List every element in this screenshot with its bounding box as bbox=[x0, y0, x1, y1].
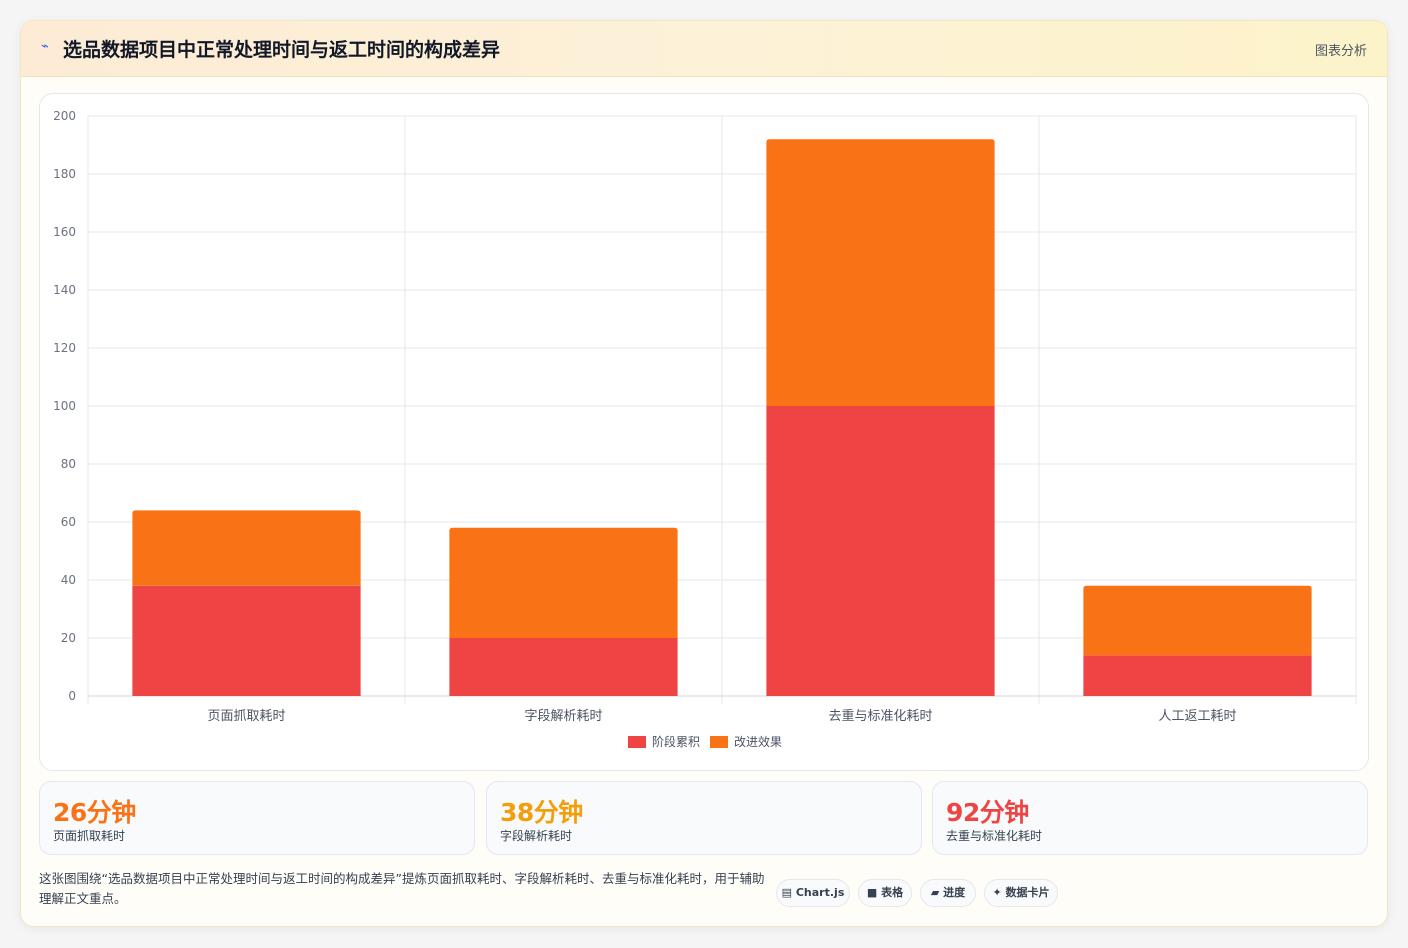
bar-segment bbox=[1083, 655, 1312, 696]
bar-segment bbox=[449, 527, 678, 638]
y-tick-label: 60 bbox=[61, 515, 76, 529]
chart-title: 选品数据项目中正常处理时间与返工时间的构成差异 bbox=[63, 39, 501, 61]
chart-icon: ▤ bbox=[781, 886, 793, 899]
stat-value: 38分钟 bbox=[500, 798, 583, 827]
legend-swatch bbox=[710, 736, 728, 748]
y-tick-label: 160 bbox=[53, 225, 76, 239]
stat-card-field-parse: 38分钟 字段解析耗时 bbox=[486, 781, 922, 855]
legend-label: 改进效果 bbox=[734, 734, 782, 749]
y-tick-label: 80 bbox=[61, 457, 76, 471]
stat-label: 页面抓取耗时 bbox=[53, 829, 126, 843]
chip-data-card[interactable]: ✦ 数据卡片 bbox=[984, 879, 1058, 907]
bar-segment bbox=[766, 139, 995, 406]
table-icon: ■ bbox=[866, 886, 878, 899]
y-tick-label: 120 bbox=[53, 341, 76, 355]
chip-label: Chart.js bbox=[795, 886, 845, 899]
bar-segment bbox=[766, 406, 995, 696]
chip-table[interactable]: ■ 表格 bbox=[858, 879, 912, 907]
stat-label: 字段解析耗时 bbox=[500, 829, 573, 843]
stacked-bar-chart: 0 20 40 60 80 100 120 140 160 180 200 页面抓取耗时 字段解析耗时 去… bbox=[53, 109, 1357, 749]
legend-swatch bbox=[628, 736, 646, 748]
sparkle-icon: ✦ bbox=[992, 886, 1002, 899]
chart-description: 这张图围绕“选品数据项目中正常处理时间与返工时间的构成差异”提炼页面抓取耗时、字… bbox=[39, 871, 765, 906]
chart-container: 0 20 40 60 80 100 120 140 160 180 200 页面抓取耗时 字段解析耗时 去… bbox=[39, 93, 1369, 771]
legend-label: 阶段累积 bbox=[652, 734, 700, 749]
stat-value: 92分钟 bbox=[946, 798, 1029, 827]
chip-chartjs[interactable]: ▤ Chart.js bbox=[776, 879, 850, 907]
bar-segment bbox=[449, 638, 678, 696]
card-header: ⌁ 选品数据项目中正常处理时间与返工时间的构成差异 图表分析 bbox=[21, 21, 1387, 77]
chip-label: 进度 bbox=[943, 886, 966, 899]
x-tick-label: 人工返工耗时 bbox=[1158, 709, 1236, 724]
bar-segment bbox=[1083, 585, 1312, 656]
x-tick-label: 字段解析耗时 bbox=[524, 709, 602, 724]
chip-label: 数据卡片 bbox=[1005, 886, 1050, 899]
y-tick-label: 180 bbox=[53, 167, 76, 181]
y-tick-label: 40 bbox=[61, 573, 76, 587]
chip-progress[interactable]: ▰ 进度 bbox=[920, 879, 976, 907]
bar-segment bbox=[132, 585, 361, 696]
chart-card: ⌁ 选品数据项目中正常处理时间与返工时间的构成差异 图表分析 0 20 40 60 80… bbox=[20, 20, 1388, 927]
x-tick-label: 页面抓取耗时 bbox=[207, 709, 285, 724]
y-tick-label: 140 bbox=[53, 283, 76, 297]
stat-card-dedup: 92分钟 去重与标准化耗时 bbox=[932, 781, 1368, 855]
progress-icon: ▰ bbox=[930, 886, 940, 899]
bar-segment bbox=[132, 510, 361, 586]
chart-type-tag: 图表分析 bbox=[1314, 44, 1367, 59]
y-tick-label: 100 bbox=[53, 399, 76, 413]
y-tick-label: 0 bbox=[68, 689, 76, 703]
stat-value: 26分钟 bbox=[53, 798, 136, 827]
chart-icon: ⌁ bbox=[41, 39, 49, 54]
x-tick-label: 去重与标准化耗时 bbox=[828, 708, 932, 724]
stat-label: 去重与标准化耗时 bbox=[946, 829, 1043, 843]
y-tick-label: 200 bbox=[53, 109, 76, 123]
stat-card-page-fetch: 26分钟 页面抓取耗时 bbox=[39, 781, 475, 855]
y-tick-label: 20 bbox=[61, 631, 76, 645]
chip-label: 表格 bbox=[881, 886, 904, 899]
